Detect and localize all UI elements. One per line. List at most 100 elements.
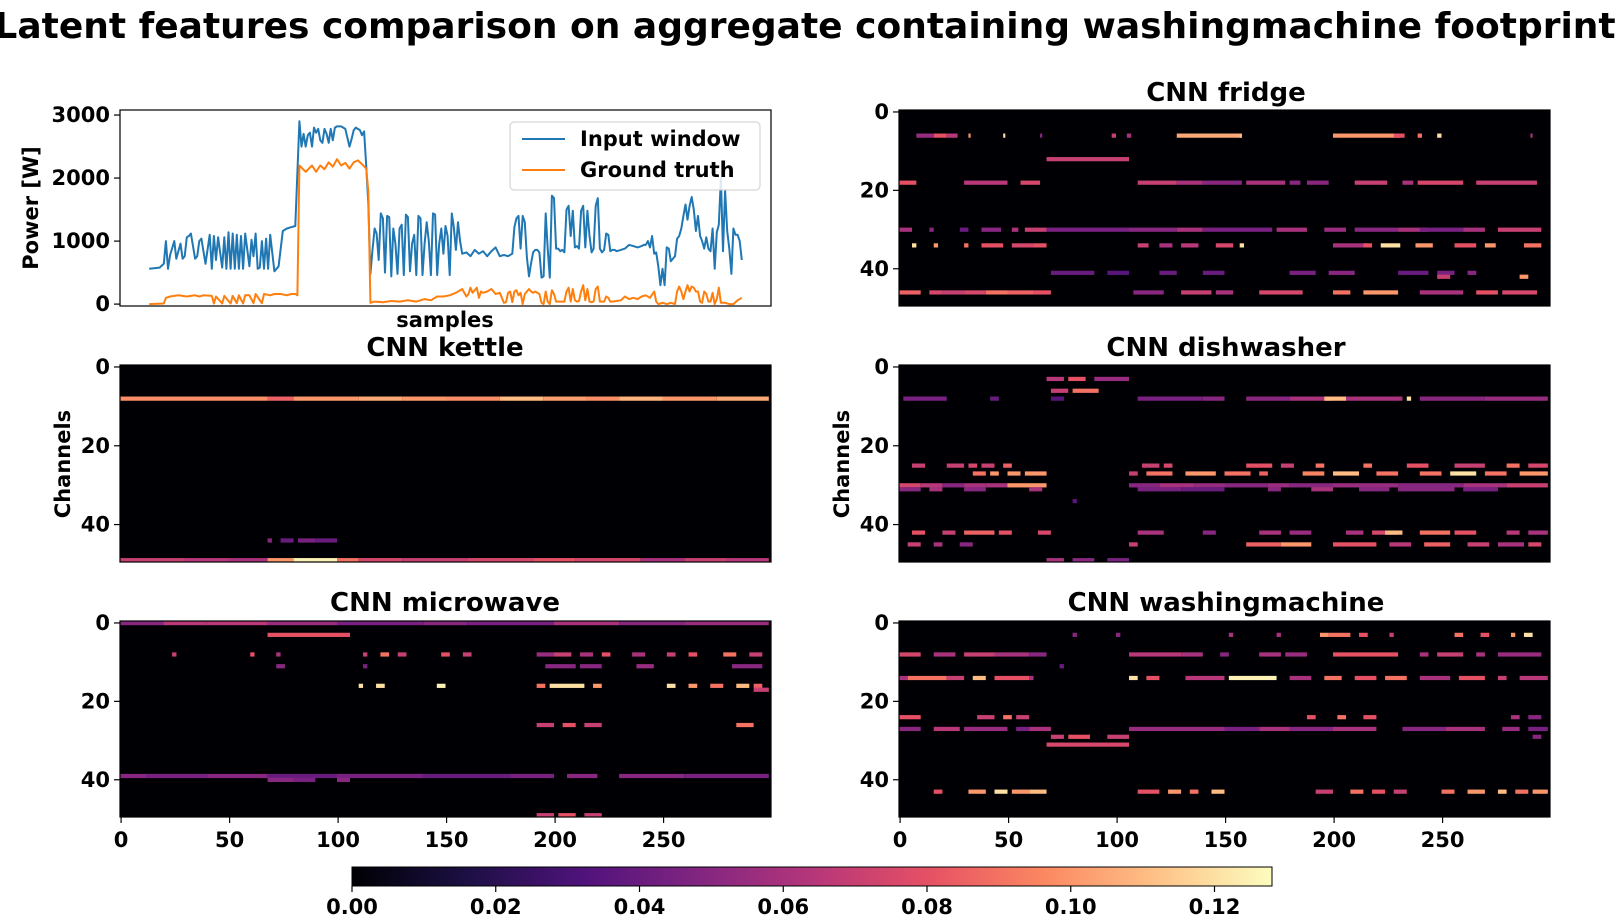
washingmachine-cell-segment (1306, 715, 1316, 720)
fridge-cell-segment (899, 180, 917, 185)
microwave-cell-segment (619, 621, 685, 626)
kettle-frame (119, 364, 772, 563)
dishwasher-cell-segment (907, 542, 921, 547)
microwave-cell-segment (723, 652, 737, 657)
fridge-cell-segment (964, 243, 969, 248)
washingmachine-cell-segment (933, 726, 960, 732)
washingmachine-cell-segment (1458, 675, 1485, 681)
washingmachine-cell-segment (899, 652, 921, 657)
microwave-cell-segment (337, 621, 424, 626)
fridge-cell-segment (1419, 227, 1464, 232)
fridge-cell-segment (933, 243, 939, 248)
dishwasher-cell-segment (1398, 487, 1455, 492)
kettle-cell-segment (402, 396, 446, 401)
microwave-cell-segment (536, 722, 554, 728)
dishwasher-cell-segment (1497, 542, 1524, 547)
washingmachine-cell-segment (1363, 715, 1377, 720)
fridge-cell-segment (1129, 227, 1177, 232)
fridge-cell-segment (1181, 243, 1199, 248)
fridge-cell-segment (929, 290, 943, 295)
dishwasher-cell-segment (1280, 542, 1312, 547)
microwave-cell-segment (423, 621, 468, 626)
microwave-cell-segment (580, 664, 602, 669)
dishwasher-cell-segment (990, 471, 999, 476)
microwave-title: CNN microwave (330, 588, 560, 618)
washingmachine-cell-segment (1029, 726, 1051, 732)
kettle-ytick-label: 40 (81, 513, 110, 537)
dishwasher-cell-segment (1424, 542, 1451, 547)
washingmachine-cell-segment (964, 652, 995, 657)
microwave-cell-segment (510, 773, 554, 779)
dishwasher-ytick-label: 0 (874, 355, 889, 379)
washingmachine-cell-segment (1116, 632, 1121, 637)
fridge-cell-segment (1276, 227, 1307, 232)
fridge-cell-segment (959, 227, 969, 232)
fridge-cell-segment (1476, 180, 1537, 185)
fridge-cell-segment (1419, 290, 1464, 295)
washingmachine-cell-segment (994, 789, 1008, 794)
microwave-xtick-label: 250 (642, 828, 686, 852)
washingmachine-cell-segment (994, 652, 1030, 657)
washingmachine-cell-segment (1528, 715, 1542, 720)
washingmachine-cell-segment (1532, 734, 1542, 739)
microwave-cell-segment (146, 773, 207, 779)
fridge-cell-segment (1126, 133, 1132, 138)
washingmachine-cell-segment (1467, 789, 1485, 794)
microwave-cell-segment (163, 621, 207, 626)
microwave-xtick-label: 100 (316, 828, 360, 852)
washingmachine-cell-segment (1029, 789, 1047, 794)
washingmachine-cell-segment (1350, 789, 1364, 794)
kettle-cell-segment (293, 396, 359, 401)
microwave-cell-segment (206, 621, 268, 626)
washingmachine-cell-segment (1046, 742, 1130, 747)
microwave-cell-segment (710, 683, 724, 688)
colorbar: 0.00 0.02 0.04 0.06 0.08 0.10 0.12 (326, 866, 1273, 919)
dishwasher-cell-segment (1419, 530, 1451, 535)
fridge-cell-segment (1398, 270, 1429, 275)
dishwasher-cell-segment (1163, 463, 1173, 468)
washingmachine-xtick-label: 200 (1312, 828, 1356, 852)
microwave-cell-segment (250, 652, 255, 657)
microwave-cell-segment (749, 652, 763, 657)
fridge-cell-segment (1530, 133, 1533, 138)
dishwasher-title: CNN dishwasher (1106, 333, 1345, 363)
washingmachine-cell-segment (1181, 652, 1203, 657)
dishwasher-frame (898, 364, 1551, 563)
fridge-cell-segment (1046, 227, 1130, 232)
colorbar-tick-label: 0.10 (1045, 895, 1097, 919)
dishwasher-cell-segment (1311, 487, 1333, 492)
fridge-cell-segment (933, 133, 947, 138)
microwave-cell-segment (267, 632, 351, 637)
washingmachine-frame (898, 620, 1551, 818)
kettle-cell-segment (267, 396, 294, 401)
washingmachine-cell-segment (1289, 675, 1312, 681)
dishwasher-cell-segment (1363, 463, 1373, 468)
washingmachine-cell-segment (1333, 726, 1377, 732)
dishwasher-cell-segment (1463, 487, 1498, 492)
dishwasher-cell-segment (899, 483, 921, 488)
fridge-cell-segment (1437, 274, 1451, 279)
dishwasher-cell-segment (1129, 542, 1138, 547)
microwave-cell-segment (467, 621, 554, 626)
microwave-cell-segment (753, 683, 763, 688)
washingmachine-cell-segment (1389, 632, 1394, 637)
power-xlabel: samples (396, 308, 494, 332)
legend-box (509, 121, 761, 191)
fridge-cell-segment (1202, 270, 1225, 275)
dishwasher-cell-segment (1406, 463, 1429, 468)
dishwasher-cell-segment (985, 483, 1008, 488)
fridge-cell-segment (1497, 227, 1542, 232)
dishwasher-cell-segment (1528, 463, 1548, 468)
kettle-cell-segment (358, 558, 403, 563)
dishwasher-cell-segment (1068, 376, 1086, 382)
microwave-xtick-label: 150 (425, 828, 469, 852)
fridge-cell-segment (1202, 180, 1242, 185)
washingmachine-cell-segment (968, 789, 986, 794)
power-ytick-label: 1000 (52, 229, 110, 253)
microwave-cell-segment (276, 652, 281, 657)
fridge-cell-segment (1467, 270, 1477, 275)
microwave-cell-segment (293, 777, 316, 783)
dishwasher-cell-segment (1003, 463, 1012, 468)
fridge-cell-segment (1159, 270, 1177, 275)
